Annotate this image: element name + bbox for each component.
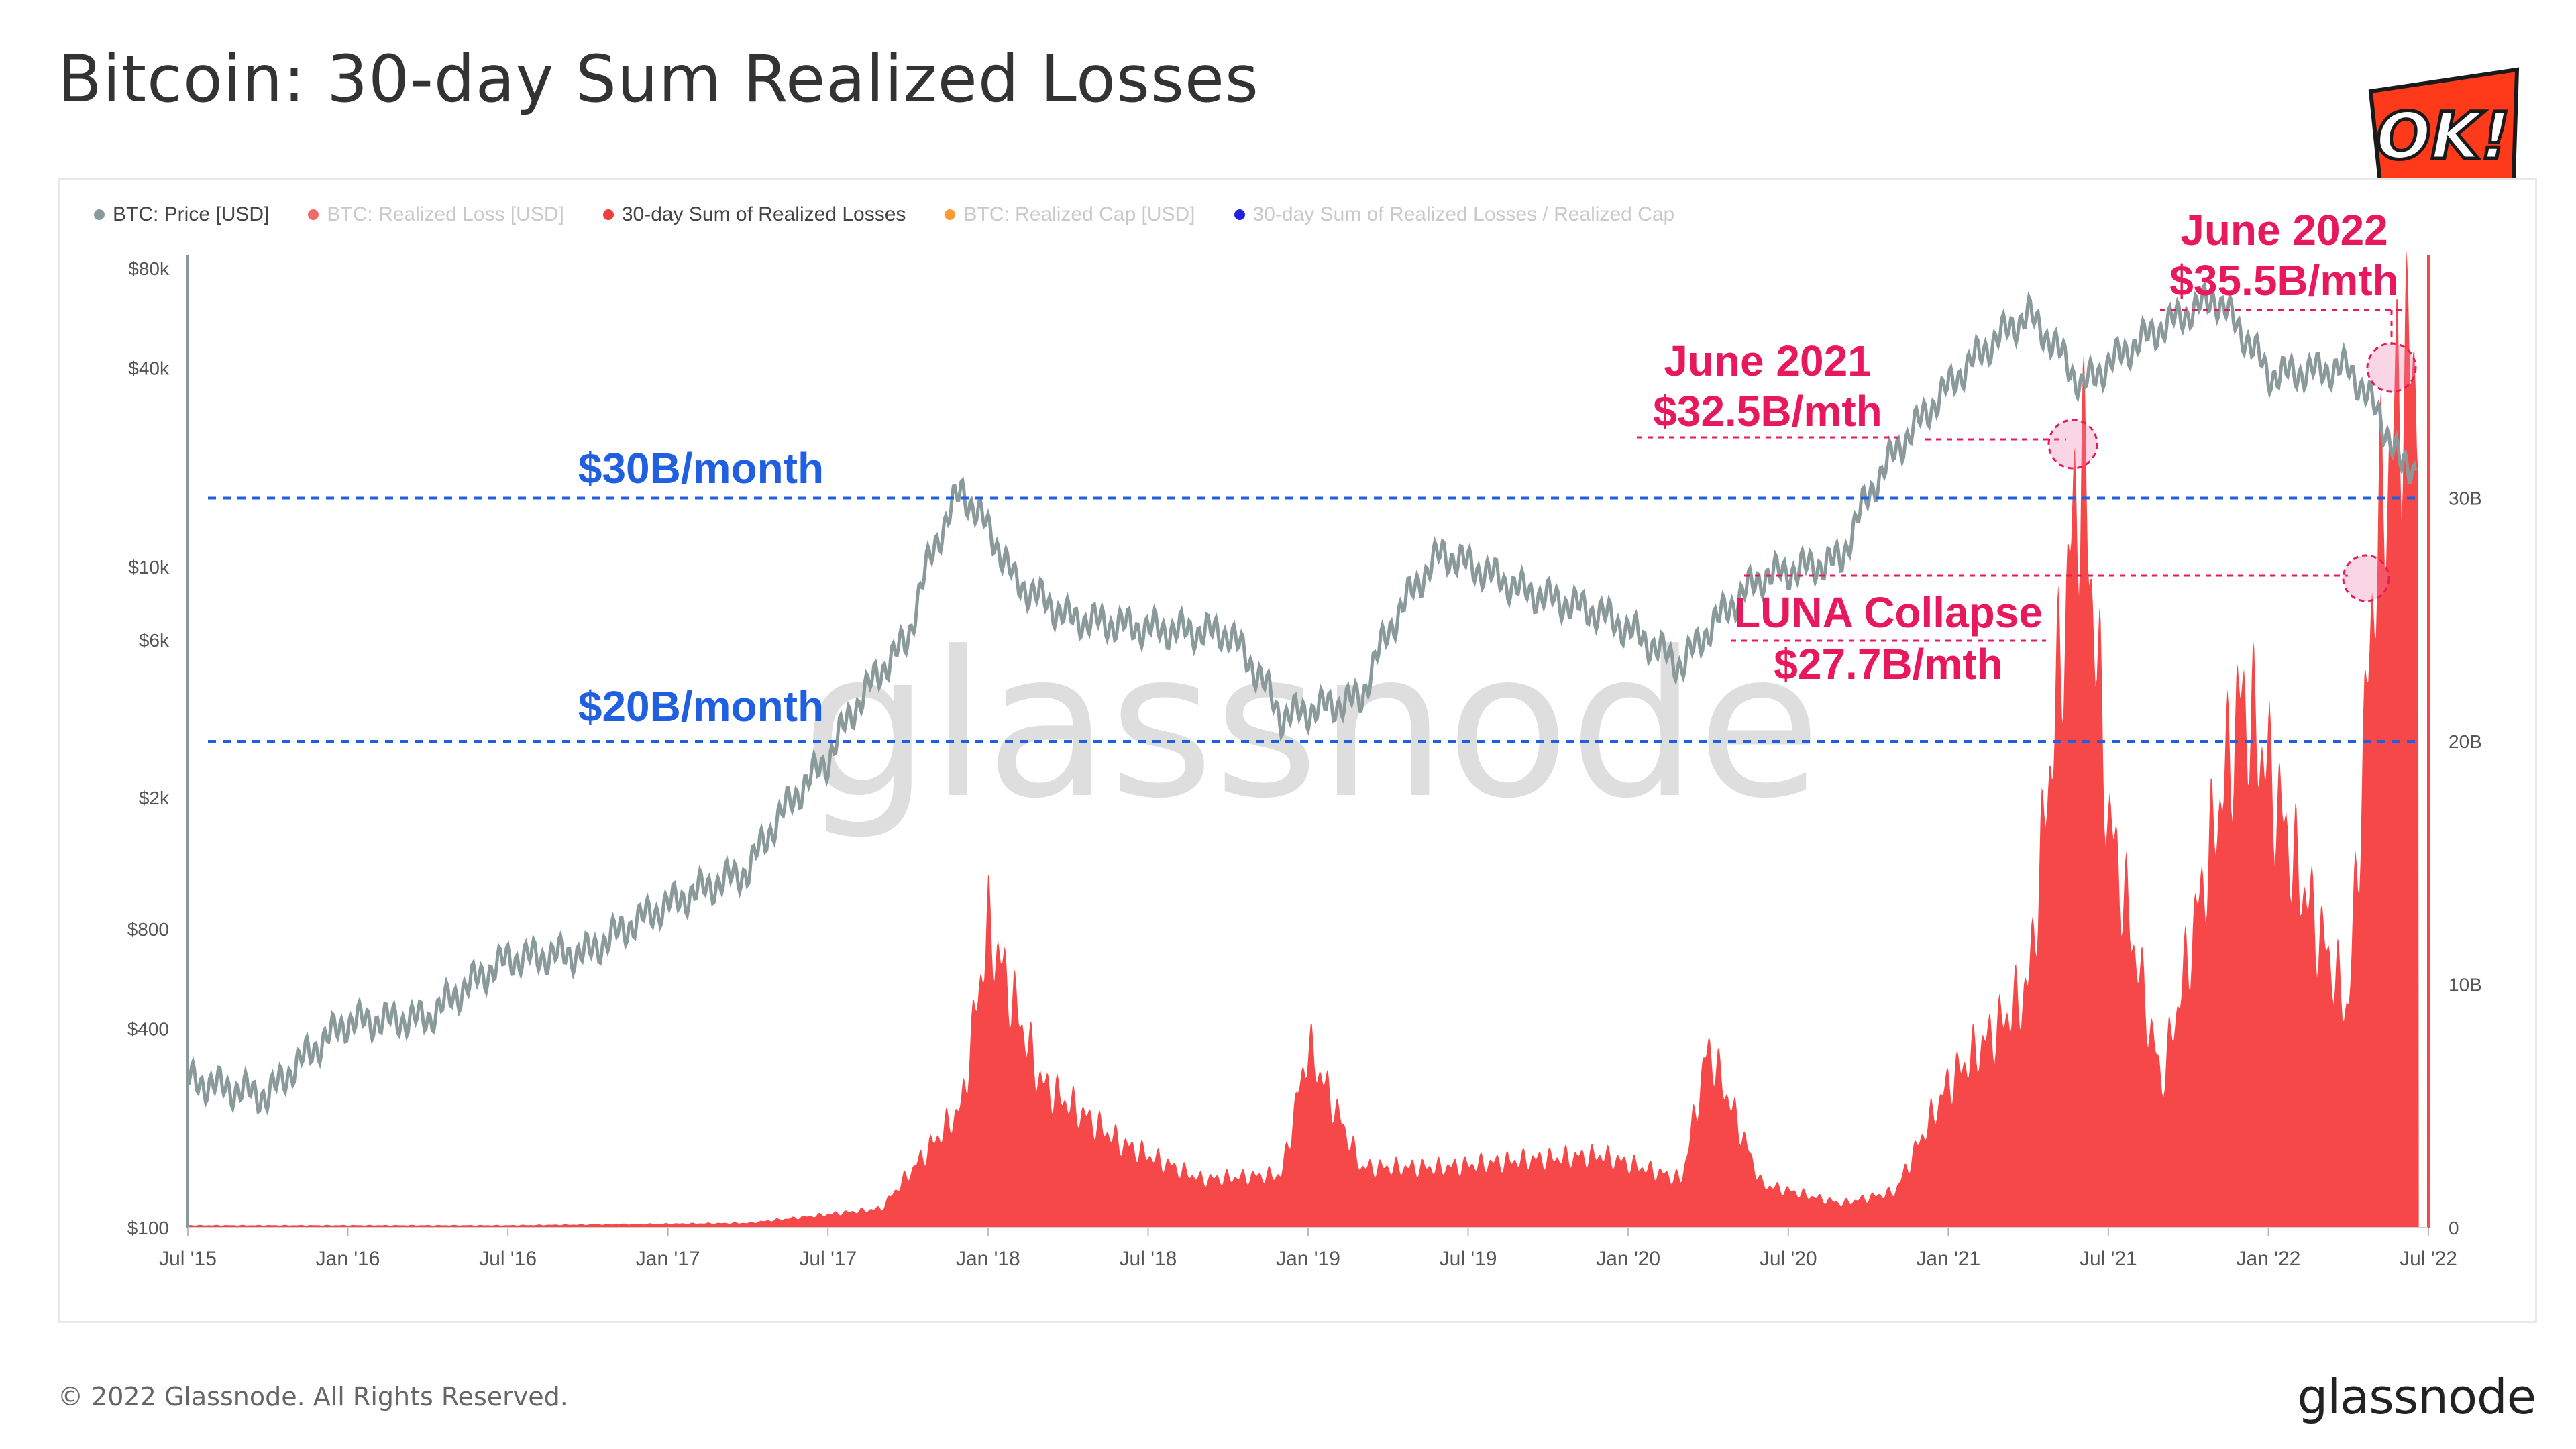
y-left-tick-label: $80k (128, 258, 170, 279)
y-right-tick-label: 0 (2449, 1218, 2459, 1238)
annotation-june-2021-title: June 2021 (1664, 337, 1872, 385)
x-tick-label: Jan '19 (1276, 1248, 1340, 1270)
annotation-marker (2342, 554, 2390, 602)
y-right-tick-label: 20B (2449, 731, 2482, 752)
y-left-tick-label: $100 (127, 1218, 169, 1238)
y-left-tick-label: $6k (139, 630, 170, 651)
legend-item[interactable]: 30-day Sum of Realized Losses / Realized… (1234, 201, 1675, 228)
annotation-marker (2047, 419, 2098, 470)
legend-dot-icon (94, 209, 105, 220)
legend-item[interactable]: BTC: Realized Cap [USD] (945, 201, 1195, 228)
annotation-june-2022-value: $35.5B/mth (2169, 256, 2398, 305)
x-tick-label: Jan '16 (316, 1248, 380, 1270)
legend-dot-icon (602, 209, 614, 220)
x-tick-label: Jul '15 (159, 1248, 217, 1270)
x-tick-label: Jan '22 (2237, 1248, 2301, 1270)
ref-label-20b: $20B/month (578, 682, 824, 731)
legend-dot-icon (945, 209, 956, 220)
annotation-luna-title: LUNA Collapse (1734, 588, 2043, 637)
legend-label: BTC: Realized Cap [USD] (963, 203, 1195, 225)
y-left-tick-label: $10k (128, 557, 170, 578)
x-tick-label: Jan '18 (956, 1248, 1020, 1270)
x-tick-label: Jan '17 (636, 1248, 700, 1270)
copyright-footer: © 2022 Glassnode. All Rights Reserved. (58, 1382, 568, 1411)
y-left-tick-label: $40k (128, 358, 170, 378)
legend-dot-icon (1234, 209, 1245, 220)
annotation-june-2021-value: $32.5B/mth (1653, 387, 1882, 435)
x-tick-label: Jul '21 (2080, 1248, 2137, 1270)
x-tick-label: Jan '20 (1596, 1248, 1660, 1270)
x-tick-label: Jul '22 (2400, 1248, 2457, 1270)
brand-logo: glassnode (2297, 1368, 2536, 1425)
ref-label-30b: $30B/month (578, 444, 824, 492)
y-right-tick-label: 30B (2449, 488, 2482, 509)
legend-label: BTC: Price [USD] (113, 203, 270, 225)
chart-legend: BTC: Price [USD] BTC: Realized Loss [USD]… (94, 201, 1674, 228)
annotation-marker (2366, 342, 2417, 393)
x-tick-label: Jul '18 (1120, 1248, 1177, 1270)
price-line-series (187, 280, 2418, 1116)
legend-label: BTC: Realized Loss [USD] (327, 203, 564, 225)
x-tick-label: Jan '21 (1916, 1248, 1980, 1270)
y-left-tick-label: $800 (127, 919, 169, 940)
legend-dot-icon (308, 209, 319, 220)
ok-badge-text: OK! (2376, 99, 2510, 174)
page-title: Bitcoin: 30-day Sum Realized Losses (58, 42, 1259, 117)
annotation-june-2022-title: June 2022 (2180, 206, 2388, 254)
legend-label: 30-day Sum of Realized Losses (621, 203, 906, 225)
y-right-tick-label: 10B (2449, 975, 2482, 996)
legend-label: 30-day Sum of Realized Losses / Realized… (1252, 203, 1675, 225)
x-tick-label: Jul '16 (479, 1248, 537, 1270)
y-left-tick-label: $400 (127, 1018, 169, 1039)
watermark: glassnode (802, 608, 1821, 843)
y-left-tick-label: $2k (139, 788, 170, 808)
x-tick-label: Jul '17 (799, 1248, 857, 1270)
legend-item[interactable]: 30-day Sum of Realized Losses (602, 201, 906, 228)
losses-area-series (188, 250, 2419, 1228)
annotation-luna-value: $27.7B/mth (1774, 640, 2002, 688)
x-tick-label: Jul '20 (1760, 1248, 1817, 1270)
legend-item[interactable]: BTC: Price [USD] (94, 201, 269, 228)
legend-item[interactable]: BTC: Realized Loss [USD] (308, 201, 564, 228)
x-tick-label: Jul '19 (1440, 1248, 1497, 1270)
